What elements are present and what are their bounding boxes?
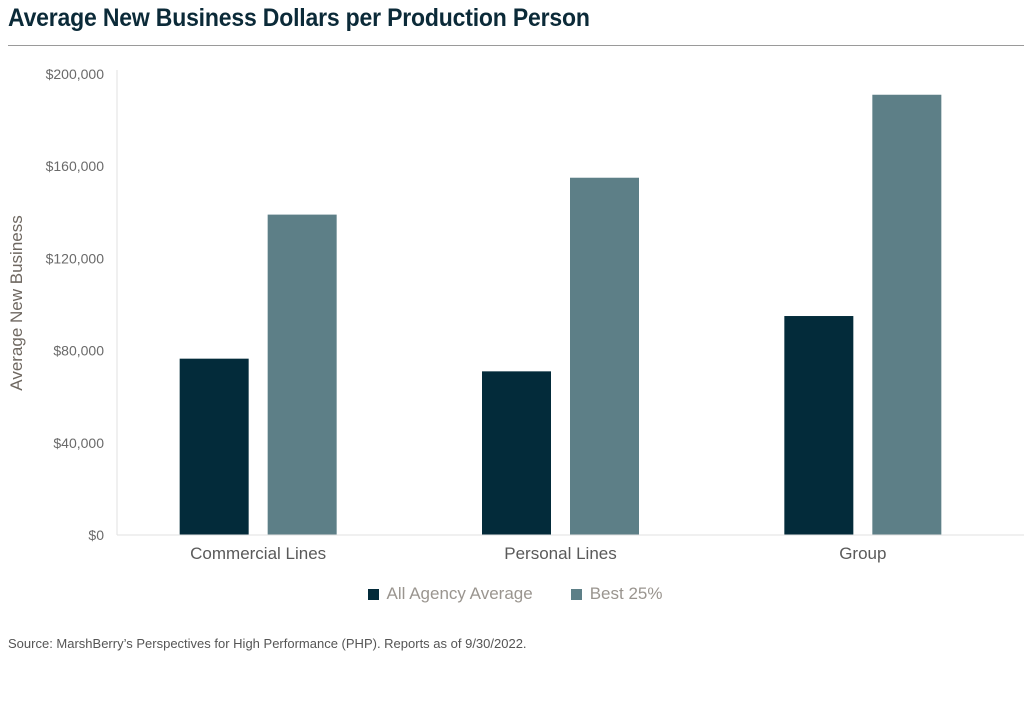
bar-all-agency-average-commercial-lines: [179, 358, 249, 535]
title-divider: [8, 45, 1024, 46]
y-tick-label: $40,000: [53, 435, 104, 451]
x-tick-label: Personal Lines: [504, 544, 616, 563]
x-axis: Commercial Lines Personal Lines Group: [117, 534, 1024, 563]
x-tick-label: Group: [839, 544, 886, 563]
bar-best-25--commercial-lines: [267, 214, 337, 536]
bars: [179, 94, 942, 536]
legend-label: All Agency Average: [386, 584, 533, 603]
legend-swatch: [367, 588, 379, 600]
legend-item-best-25: Best 25%: [570, 584, 663, 604]
y-tick-label: $120,000: [46, 250, 105, 266]
legend-item-all-agency-average: All Agency Average: [367, 584, 533, 604]
bar-best-25--personal-lines: [570, 177, 639, 535]
y-tick-label: $160,000: [46, 158, 105, 174]
legend-swatch: [570, 588, 582, 600]
legend-label: Best 25%: [589, 584, 663, 603]
y-tick-label: $200,000: [46, 66, 105, 82]
source-note: Source: MarshBerry’s Perspectives for Hi…: [8, 636, 527, 651]
y-tick-label: $0: [88, 527, 104, 543]
bar-all-agency-average-personal-lines: [482, 371, 551, 535]
bar-all-agency-average-group: [784, 316, 854, 535]
y-axis: $0 $40,000 $80,000 $120,000 $160,000 $200,000: [46, 66, 118, 543]
bar-chart: $0 $40,000 $80,000 $120,000 $160,000 $200,000…: [7, 66, 1024, 563]
y-axis-label: Average New Business: [7, 215, 26, 390]
chart-title: Average New Business Dollars per Product…: [8, 4, 590, 32]
legend: All Agency Average Best 25%: [0, 584, 1024, 604]
y-tick-label: $80,000: [53, 343, 104, 359]
x-tick-label: Commercial Lines: [190, 544, 326, 563]
bar-best-25--group: [872, 94, 942, 535]
